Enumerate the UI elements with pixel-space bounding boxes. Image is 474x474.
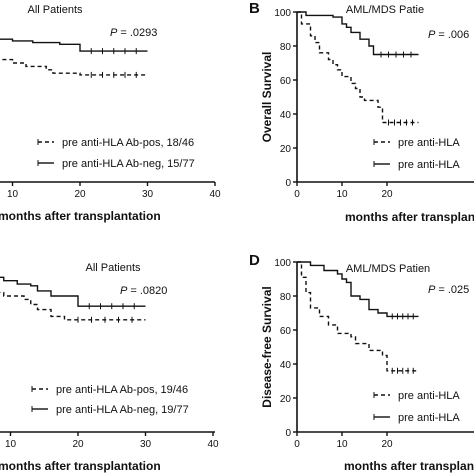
legend-label: pre anti-HLA Ab-neg, 15/77	[62, 158, 195, 170]
survival-curve-ab-neg	[297, 261, 419, 318]
x-tick-label: 20	[381, 189, 393, 200]
legend-label: pre anti-HLA	[398, 159, 460, 171]
y-tick-label: 40	[280, 110, 292, 121]
x-tick-label: 20	[381, 439, 393, 450]
x-tick-label: 10	[336, 439, 348, 450]
panel-letter: B	[249, 0, 260, 17]
x-tick-label: 40	[209, 189, 221, 200]
y-tick-label: 100	[274, 258, 291, 269]
y-tick-label: 0	[285, 178, 291, 189]
legend-label: pre anti-HLA	[398, 412, 460, 424]
survival-panel-2: 0 10 20 0 20 40 60 80 100 AML/MDS Patie P = .006 pr…	[249, 0, 474, 224]
survival-panel-4: 0 10 20 0 20 40 60 80 100 AML/MDS Patien P = .025 p…	[249, 252, 474, 473]
panel-letter: D	[249, 252, 260, 269]
x-axis-title: months after transplantation	[0, 459, 161, 473]
x-axis-title: months after transplan	[344, 459, 474, 473]
panel-title: All Patients	[85, 262, 141, 274]
survival-curve-ab-pos	[297, 261, 419, 372]
p-value: P = .0293	[110, 27, 157, 39]
y-tick-label: 40	[280, 360, 292, 371]
y-tick-label: 20	[280, 144, 292, 155]
legend-label: pre anti-HLA Ab-pos, 18/46	[62, 137, 194, 149]
x-tick-label: 20	[74, 189, 86, 200]
panel-title: All Patients	[27, 4, 83, 16]
y-tick-label: 80	[280, 292, 292, 303]
legend-label: pre anti-HLA Ab-pos, 19/46	[56, 384, 188, 396]
x-tick-label: 30	[140, 439, 152, 450]
survival-panel-1: 10 20 30 40 All Patients P = .0293 pre anti-HL…	[0, 4, 221, 223]
survival-panel-3: 10 20 30 40 All Patients P = .0820 pre anti-HL…	[0, 262, 219, 473]
panel-title: AML/MDS Patien	[346, 263, 430, 275]
x-tick-label: 40	[207, 439, 219, 450]
y-tick-label: 0	[285, 428, 291, 439]
survival-curve-ab-pos	[0, 58, 148, 76]
x-tick-label: 0	[294, 189, 300, 200]
x-tick-label: 30	[142, 189, 154, 200]
panel-title: AML/MDS Patie	[346, 4, 424, 16]
y-axis-title: Disease-free Survival	[260, 286, 274, 407]
y-tick-label: 20	[280, 394, 292, 405]
x-tick-label: 10	[5, 439, 17, 450]
survival-curve-ab-neg	[0, 276, 146, 307]
legend-label: pre anti-HLA	[398, 137, 460, 149]
x-tick-label: 0	[294, 439, 300, 450]
y-tick-label: 60	[280, 326, 292, 337]
x-tick-label: 10	[336, 189, 348, 200]
legend-label: pre anti-HLA Ab-neg, 19/77	[56, 404, 189, 416]
survival-curve-ab-pos	[297, 11, 419, 124]
x-tick-label: 10	[7, 189, 19, 200]
x-axis-title: months after transplan	[345, 210, 474, 224]
x-axis-title: months after transplantation	[0, 209, 161, 223]
survival-curve-ab-pos	[0, 291, 146, 321]
legend-label: pre anti-HLA	[398, 390, 460, 402]
p-value: P = .0820	[120, 285, 167, 297]
y-axis-title: Overall Survival	[260, 52, 274, 143]
x-tick-label: 20	[72, 439, 84, 450]
survival-curve-ab-neg	[0, 38, 148, 52]
y-tick-label: 100	[274, 8, 291, 19]
p-value: P = .006	[428, 29, 469, 41]
survival-curve-ab-neg	[297, 11, 419, 56]
p-value: P = .025	[428, 284, 469, 296]
y-tick-label: 60	[280, 76, 292, 87]
y-tick-label: 80	[280, 42, 292, 53]
